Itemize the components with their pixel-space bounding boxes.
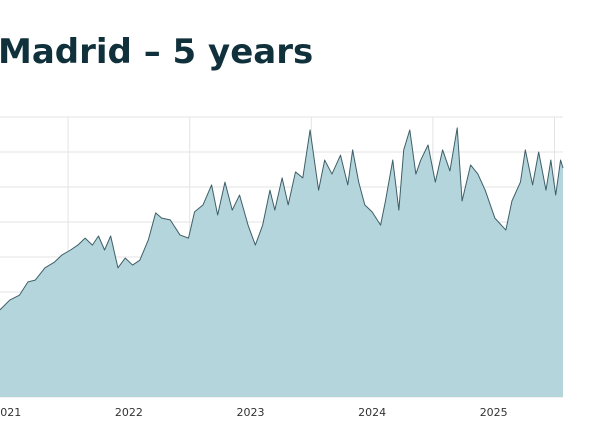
chart-title: Madrid – 5 years <box>0 32 313 72</box>
x-axis: 2021 2022 2023 2024 2025 <box>0 406 508 419</box>
x-tick-label: 2021 <box>0 406 21 419</box>
x-tick-label: 2022 <box>115 406 143 419</box>
x-tick-label: 2023 <box>236 406 264 419</box>
line <box>0 127 564 311</box>
area <box>0 127 563 397</box>
x-tick-label: 2025 <box>480 406 508 419</box>
plot <box>0 127 564 397</box>
x-tick-label: 2024 <box>358 406 386 419</box>
